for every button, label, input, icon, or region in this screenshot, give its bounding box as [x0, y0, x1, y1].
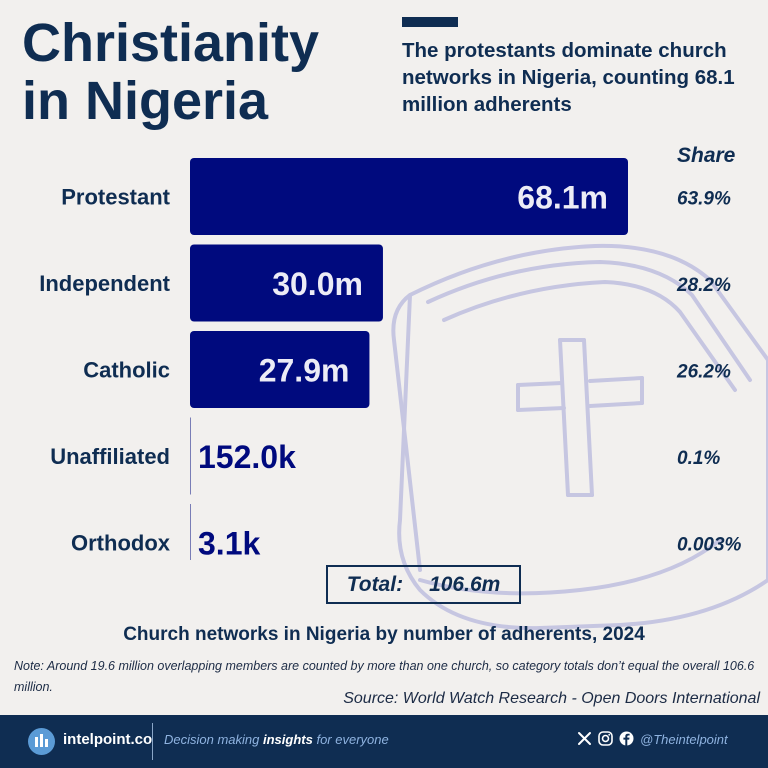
value-label-independent: 30.0m: [272, 266, 363, 302]
bar-independent: [190, 244, 383, 322]
category-label-orthodox: Orthodox: [71, 531, 171, 556]
total-box: Total: 106.6m: [326, 565, 521, 604]
value-label-unaffiliated: 152.0k: [198, 439, 296, 475]
title-line-2: in Nigeria: [22, 71, 269, 131]
total-value: 106.6m: [429, 572, 501, 596]
tagline-pre: Decision making: [164, 732, 263, 747]
footer-bar: intelpoint.co Decision making insights f…: [0, 715, 768, 768]
logo-bars-icon: [28, 728, 55, 755]
title-line-1: Christianity: [22, 13, 320, 73]
bar-catholic: [190, 331, 370, 408]
subtitle: The protestants dominate church networks…: [402, 39, 735, 116]
facebook-icon[interactable]: [619, 731, 634, 746]
category-label-unaffiliated: Unaffiliated: [50, 444, 170, 469]
category-label-protestant: Protestant: [61, 185, 170, 210]
share-column-header: Share: [677, 144, 736, 167]
social-handle[interactable]: @Theintelpoint: [640, 732, 728, 747]
tagline-post: for everyone: [312, 732, 389, 747]
page-title: Christianity in Nigeria: [22, 14, 319, 130]
instagram-icon[interactable]: [598, 731, 613, 746]
footnote: Note: Around 19.6 million overlapping me…: [14, 659, 755, 694]
bar-protestant: [190, 158, 628, 235]
category-label-catholic: Catholic: [83, 358, 170, 383]
chart-caption: Church networks in Nigeria by number of …: [123, 624, 645, 645]
source-line: Source: World Watch Research - Open Door…: [343, 690, 760, 707]
share-label-orthodox: 0.003%: [677, 535, 742, 556]
value-label-orthodox: 3.1k: [198, 526, 260, 561]
footer-divider: [152, 723, 153, 760]
x-icon[interactable]: [577, 731, 592, 746]
value-label-catholic: 27.9m: [259, 353, 350, 389]
bar-unaffiliated: [190, 417, 191, 495]
bar-chart: Protestant 68.1m 63.9% Independent 30.0m 28.2…: [39, 158, 742, 561]
bar-orthodox: [190, 504, 191, 560]
total-label: Total:: [346, 572, 404, 596]
share-label-independent: 28.2%: [676, 275, 731, 296]
value-label-protestant: 68.1m: [517, 180, 608, 216]
bible-illustration-icon: [391, 243, 768, 630]
brand-link[interactable]: intelpoint.co: [63, 731, 153, 748]
share-label-protestant: 63.9%: [677, 189, 731, 210]
tagline: Decision making insights for everyone: [164, 732, 389, 747]
share-label-unaffiliated: 0.1%: [677, 448, 720, 469]
share-label-catholic: 26.2%: [676, 362, 731, 383]
tagline-bold: insights: [263, 732, 313, 747]
category-label-independent: Independent: [39, 271, 170, 296]
accent-bar: [402, 17, 458, 27]
